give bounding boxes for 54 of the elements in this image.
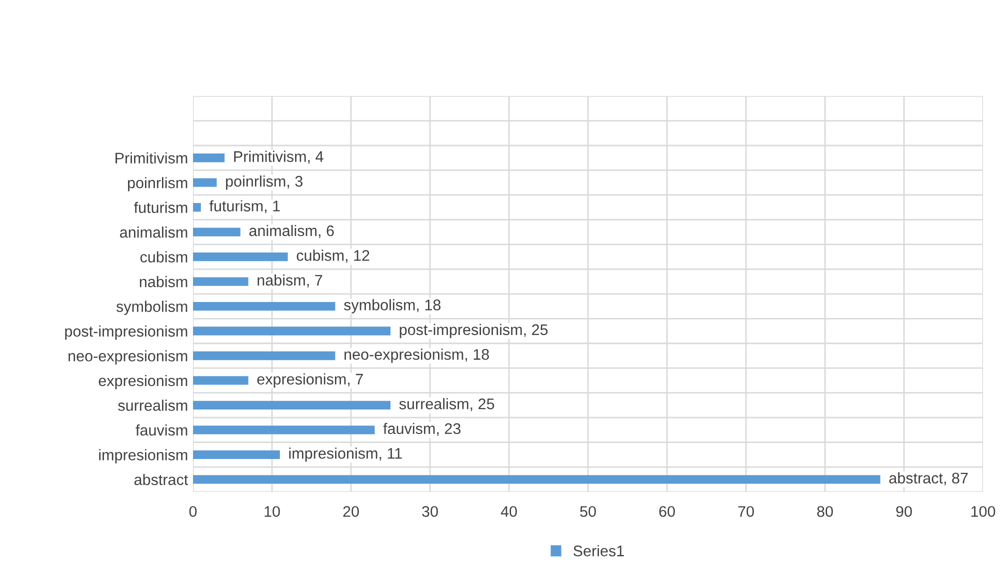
data-label: cubism, 12 — [296, 250, 370, 263]
bar — [193, 302, 336, 311]
y-tick-label: impresionism — [99, 449, 188, 464]
data-label: symbolism, 18 — [344, 299, 441, 314]
x-tick-label: 80 — [817, 506, 833, 517]
x-tick-label: 30 — [422, 506, 438, 517]
data-label: futurism, 1 — [209, 200, 280, 214]
data-label: nabism, 7 — [258, 274, 322, 288]
y-tick-label: Primitivism — [116, 152, 188, 164]
y-tick-label: cubism — [140, 251, 188, 262]
data-label: post-impresionism, 25 — [400, 324, 548, 338]
data-label: surrealism, 25 — [399, 398, 494, 412]
bar — [193, 351, 336, 360]
bar — [193, 376, 248, 385]
bar — [193, 326, 390, 336]
data-label: expresionism, 7 — [257, 373, 363, 388]
y-tick-label: poinrlism — [128, 177, 188, 192]
y-tick-label: surrealism — [118, 400, 188, 411]
y-tick-label: fauvism — [136, 424, 188, 436]
bar — [193, 475, 880, 484]
x-tick-label: 100 — [971, 506, 996, 517]
x-tick-label: 70 — [738, 506, 754, 517]
bar — [193, 252, 288, 262]
x-tick-label: 20 — [343, 506, 359, 517]
y-tick-label: abstract — [134, 474, 188, 486]
bar — [193, 426, 375, 434]
bar — [193, 178, 217, 187]
bar — [193, 400, 390, 410]
data-label: fauvism, 23 — [383, 422, 460, 436]
legend-label: Series1 — [573, 545, 624, 556]
x-tick-label: 40 — [500, 506, 517, 517]
x-tick-label: 60 — [659, 506, 675, 517]
bar — [193, 450, 280, 460]
y-tick-label: animalism — [120, 226, 188, 238]
y-tick-label: expresionism — [98, 374, 188, 390]
data-label: impresionism, 11 — [289, 448, 402, 462]
y-tick-label: post-impresionism — [65, 325, 188, 340]
bar — [193, 228, 240, 236]
y-tick-label: neo-expresionism — [68, 350, 188, 364]
x-tick-label: 50 — [580, 506, 596, 517]
bar — [193, 154, 225, 162]
data-label: poinrlism, 3 — [226, 175, 302, 190]
y-tick-label: futurism — [134, 202, 188, 214]
data-label: abstract, 87 — [889, 472, 968, 486]
bar — [193, 277, 248, 286]
data-label: Primitivism, 4 — [234, 150, 324, 164]
bar — [193, 203, 201, 212]
data-label: neo-expresionism, 18 — [344, 348, 489, 363]
y-tick-label: nabism — [140, 276, 188, 288]
x-tick-label: 90 — [896, 506, 912, 517]
y-tick-label: symbolism — [116, 300, 188, 315]
x-tick-label: 10 — [264, 506, 280, 517]
x-tick-label: 0 — [189, 506, 197, 517]
data-label: animalism, 6 — [249, 224, 334, 238]
